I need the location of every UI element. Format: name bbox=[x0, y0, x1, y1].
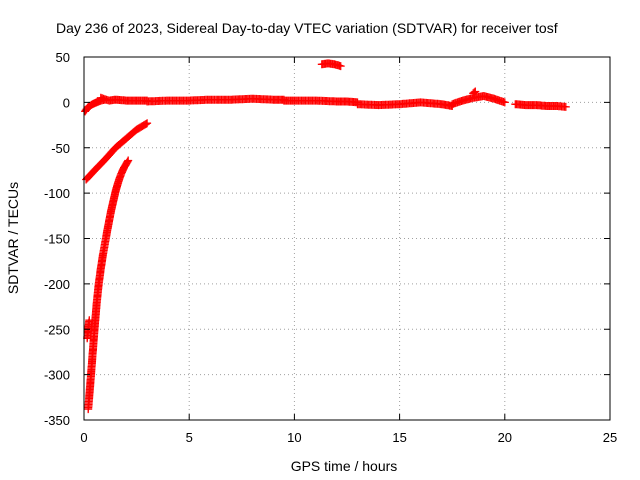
x-axis: 0 5 10 15 20 25 bbox=[80, 57, 617, 445]
data-point bbox=[470, 88, 479, 97]
y-tick-label: -50 bbox=[51, 141, 70, 156]
grid bbox=[84, 57, 610, 420]
y-axis: 50 0 -50 -100 -150 -200 -250 -300 -350 bbox=[44, 50, 610, 428]
data-series-segment bbox=[448, 92, 509, 109]
data-series-segment bbox=[353, 98, 457, 110]
data-point bbox=[561, 102, 570, 111]
data-series-segment bbox=[82, 119, 152, 184]
data-series-segment bbox=[511, 100, 570, 111]
data-series-segment bbox=[84, 156, 133, 414]
data-series-segment bbox=[469, 87, 480, 98]
plot-frame bbox=[83, 56, 611, 421]
data-series-segment bbox=[83, 316, 94, 343]
data-series-segment bbox=[317, 59, 345, 71]
data-points bbox=[81, 59, 570, 414]
x-tick-label: 5 bbox=[186, 430, 193, 445]
x-tick-label: 15 bbox=[392, 430, 406, 445]
data-series-segment bbox=[279, 96, 362, 107]
x-tick-label: 10 bbox=[287, 430, 301, 445]
y-tick-label: -100 bbox=[44, 186, 70, 201]
x-axis-label: GPS time / hours bbox=[291, 458, 398, 474]
data-point bbox=[336, 62, 345, 71]
y-tick-label: -350 bbox=[44, 413, 70, 428]
data-point bbox=[85, 316, 94, 325]
data-point bbox=[500, 98, 509, 107]
data-point bbox=[143, 119, 152, 128]
y-tick-label: -300 bbox=[44, 368, 70, 383]
data-series-segment bbox=[96, 93, 152, 105]
y-tick-label: 50 bbox=[56, 50, 70, 65]
y-tick-label: -150 bbox=[44, 232, 70, 247]
x-tick-label: 0 bbox=[80, 430, 87, 445]
data-point bbox=[124, 156, 133, 165]
x-tick-label: 20 bbox=[498, 430, 512, 445]
y-tick-label: 0 bbox=[63, 95, 70, 110]
data-series-segment bbox=[143, 94, 288, 106]
y-tick-label: -200 bbox=[44, 277, 70, 292]
chart-title: Day 236 of 2023, Sidereal Day-to-day VTE… bbox=[56, 20, 558, 36]
data-point bbox=[123, 157, 132, 166]
y-tick-label: -250 bbox=[44, 322, 70, 337]
data-point bbox=[142, 120, 150, 128]
x-tick-label: 25 bbox=[603, 430, 617, 445]
data-point bbox=[471, 87, 480, 96]
y-axis-label: SDTVAR / TECUs bbox=[5, 182, 21, 294]
